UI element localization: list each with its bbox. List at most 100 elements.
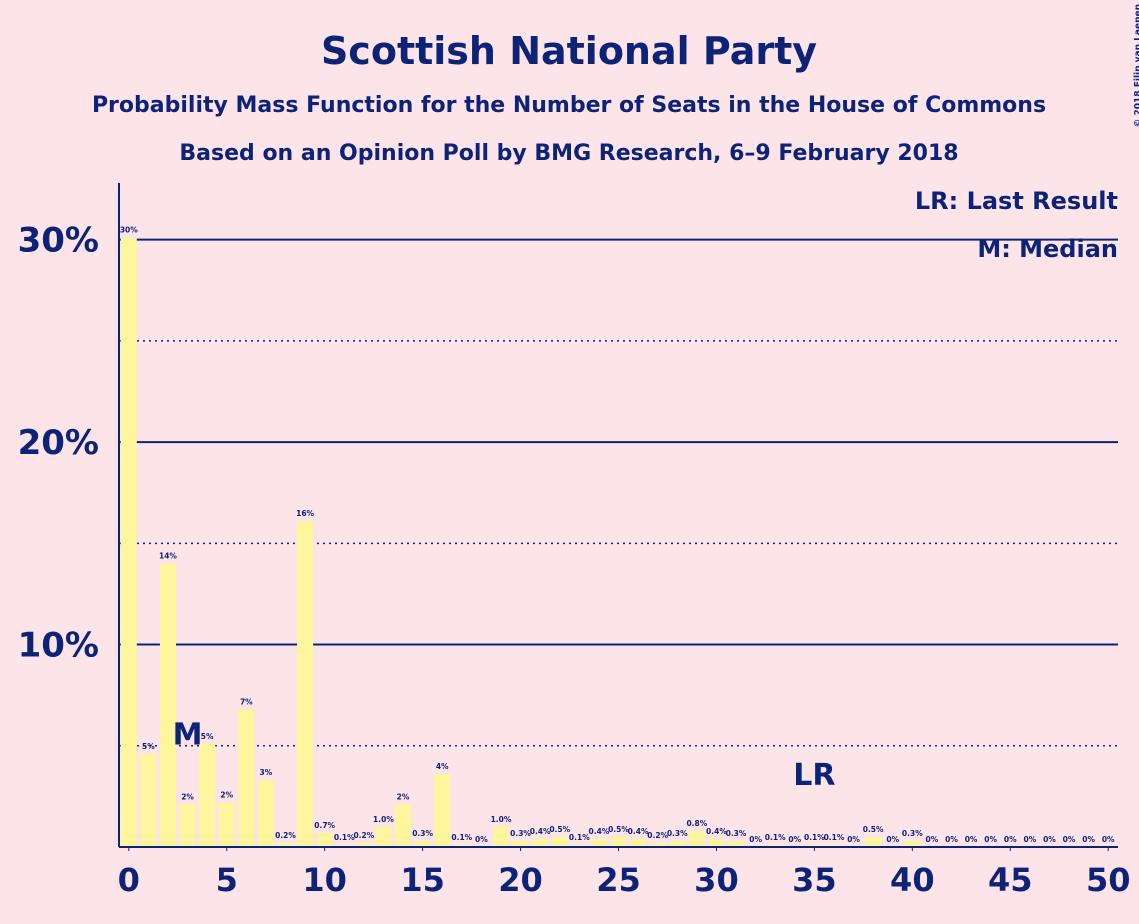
marker-label: M [173, 717, 203, 752]
value-label: 30% [120, 226, 138, 235]
x-tick-label: 15 [400, 861, 445, 899]
bar [551, 836, 568, 847]
chart-subtitle: Based on an Opinion Poll by BMG Research… [179, 141, 958, 166]
bar [825, 844, 843, 847]
value-label: 0% [926, 835, 939, 844]
chart-title: Scottish National Party [321, 29, 817, 73]
value-label: 0% [1063, 835, 1076, 844]
x-tick-label: 10 [302, 861, 347, 899]
value-label: 2% [181, 792, 194, 801]
value-label: 0% [847, 835, 860, 844]
value-label: 0.3% [726, 829, 747, 838]
value-label: 0% [1102, 835, 1115, 844]
value-label: 0.3% [902, 829, 923, 838]
bar [199, 743, 216, 847]
bar [277, 842, 294, 847]
value-label: 0% [1043, 835, 1056, 844]
value-label: 1.0% [373, 815, 394, 824]
bar [688, 830, 705, 847]
value-label: 0% [749, 835, 762, 844]
value-label: 14% [159, 552, 177, 561]
value-label: 5% [201, 732, 214, 741]
value-label: 1.0% [491, 815, 512, 824]
bar [669, 840, 686, 847]
value-label: 0% [1004, 835, 1017, 844]
bar [806, 844, 823, 847]
x-tick-label: 20 [498, 861, 543, 899]
bar [767, 844, 784, 847]
bar [630, 838, 647, 847]
bar [649, 842, 666, 847]
value-label: 0.2% [647, 831, 668, 840]
legend-entry: LR: Last Result [915, 187, 1118, 215]
bar [159, 563, 177, 847]
marker-label: LR [793, 758, 835, 793]
bar [336, 844, 353, 847]
value-label: 0.4% [530, 827, 551, 836]
value-label: 0.2% [275, 831, 296, 840]
bar [316, 832, 333, 847]
x-tick-label: 40 [890, 861, 935, 899]
x-tick-label: 45 [988, 861, 1033, 899]
value-label: 0.1% [804, 833, 825, 842]
bar [140, 753, 157, 847]
bar [532, 838, 549, 847]
y-tick-label: 30% [18, 221, 99, 261]
value-label: 0.4% [706, 827, 727, 836]
bar [120, 237, 137, 847]
y-tick-label: 10% [18, 626, 99, 666]
value-label: 0% [788, 835, 801, 844]
bar [257, 780, 274, 847]
value-label: 0.5% [863, 825, 884, 834]
bar [434, 774, 451, 847]
value-label: 0.4% [628, 827, 649, 836]
bar [571, 844, 588, 847]
value-label: 0% [475, 835, 488, 844]
value-label: 2% [220, 790, 233, 799]
bar [727, 840, 745, 847]
value-label: 0.5% [608, 825, 629, 834]
value-label: 0% [886, 835, 899, 844]
bar [453, 844, 470, 847]
x-tick-label: 30 [694, 861, 739, 899]
value-label: 0.2% [353, 831, 374, 840]
bar [297, 521, 314, 847]
bar [218, 802, 235, 847]
bar [394, 804, 412, 847]
y-tick-label: 20% [18, 423, 99, 463]
chart-subtitle: Probability Mass Function for the Number… [92, 93, 1046, 118]
value-label: 5% [142, 742, 155, 751]
value-label: 0.8% [686, 819, 707, 828]
value-label: 0% [1082, 835, 1095, 844]
value-label: 0.1% [451, 833, 472, 842]
bar [708, 838, 725, 847]
value-label: 16% [296, 509, 314, 518]
value-label: 0.1% [765, 833, 786, 842]
value-label: 0.1% [824, 833, 845, 842]
value-label: 0% [965, 835, 978, 844]
value-label: 0.4% [589, 827, 610, 836]
value-label: 3% [260, 768, 273, 777]
value-label: 0.3% [412, 829, 433, 838]
value-label: 7% [240, 697, 253, 706]
value-label: 0% [1023, 835, 1036, 844]
value-label: 0.3% [510, 829, 531, 838]
x-tick-label: 50 [1086, 861, 1131, 899]
bar [355, 842, 372, 847]
bar [590, 838, 607, 847]
value-label: 2% [397, 792, 410, 801]
bar [512, 840, 529, 847]
value-label: 0.1% [334, 833, 355, 842]
bar [610, 836, 627, 847]
credit: © 2018 Filip van Laenen [1134, 4, 1139, 128]
value-label: 0.5% [549, 825, 570, 834]
bar [375, 826, 392, 847]
value-label: 0.7% [314, 821, 335, 830]
bar [414, 840, 431, 847]
bar [865, 836, 882, 847]
bar [492, 826, 510, 847]
bar [238, 709, 255, 847]
value-label: 0.3% [667, 829, 688, 838]
value-label: 4% [436, 762, 449, 771]
x-tick-label: 35 [792, 861, 837, 899]
